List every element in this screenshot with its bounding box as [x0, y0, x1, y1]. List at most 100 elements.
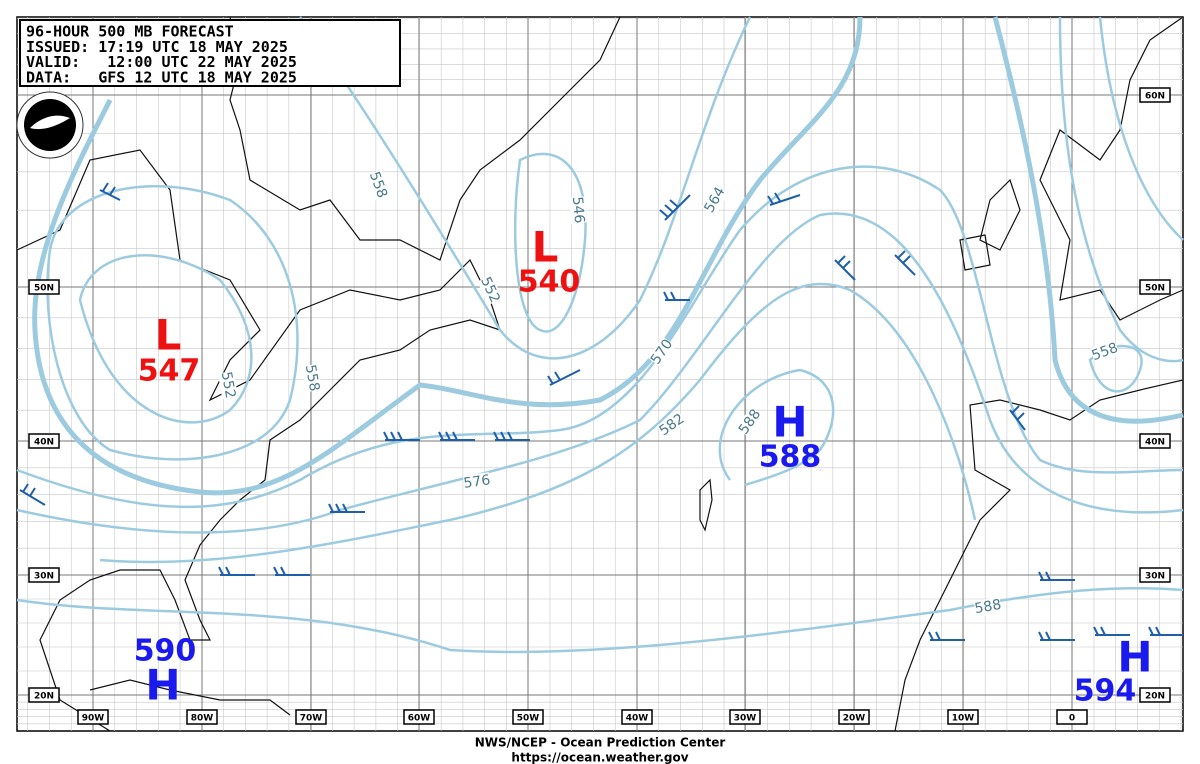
- coastlines: [16, 16, 1184, 732]
- lon-label-box: [512, 709, 544, 725]
- lat-label: 40N: [1145, 438, 1165, 448]
- wind-barb: [1038, 571, 1075, 581]
- header-line: VALID: 12:00 UTC 22 MAY 2025: [26, 53, 297, 71]
- wind-barb: [834, 255, 856, 281]
- lat-label: 60N: [1145, 92, 1165, 102]
- contour-label-bg: [1090, 340, 1120, 364]
- contour: [1058, 16, 1184, 363]
- coastline: [1039, 16, 1184, 321]
- lat-label-box: [1139, 87, 1171, 103]
- wind-barbs: [19, 182, 1183, 641]
- coastline: [959, 234, 991, 271]
- coastline: [979, 178, 1021, 251]
- lon-label-box: [838, 709, 870, 725]
- wind-barb: [1038, 631, 1075, 641]
- contour-label-bg: [735, 406, 765, 438]
- contour-564: [32, 16, 863, 496]
- contour-label: 576: [463, 472, 492, 492]
- center-letter: H: [772, 398, 807, 447]
- wind-barb: [928, 631, 965, 641]
- lon-label: 50W: [517, 714, 540, 724]
- lat-label: 50N: [34, 284, 54, 294]
- lon-label: 30W: [734, 714, 757, 724]
- lat-label: 30N: [34, 572, 54, 582]
- lon-label: 40W: [626, 714, 649, 724]
- lat-label-box: [28, 687, 60, 703]
- center-value: 540: [518, 265, 581, 300]
- contour: [16, 586, 1184, 654]
- lat-label-box: [28, 279, 60, 295]
- center-value: 590: [134, 634, 197, 669]
- footer-url: https://ocean.weather.gov: [511, 751, 688, 764]
- labels: 60N 50N 50N 40N 40N 30N 30N 20N 20N 90W 80W 70W 60W 5…: [28, 87, 1171, 725]
- wind-barb: [547, 369, 581, 386]
- wind-barb: [659, 194, 691, 221]
- wind-barb: [383, 431, 420, 441]
- noaa-logo: [16, 91, 84, 159]
- contour: [16, 165, 1184, 509]
- contour-label-bg: [568, 196, 588, 224]
- coastline: [16, 149, 501, 732]
- lon-label-box: [947, 709, 979, 725]
- contour-label: 546: [569, 196, 587, 224]
- wind-barb: [19, 483, 46, 506]
- header-line: 96-HOUR 500 MB FORECAST: [26, 23, 234, 41]
- contour-label-bg: [301, 363, 323, 393]
- lat-label: 40N: [34, 438, 54, 448]
- wind-barb: [1009, 405, 1026, 431]
- contour-label-bg: [656, 410, 688, 440]
- contour: [16, 212, 1184, 534]
- coastline: [699, 478, 713, 532]
- center-letter: L: [155, 311, 182, 360]
- lon-label-box: [77, 709, 109, 725]
- lat-label-box: [1139, 687, 1171, 703]
- contour-label-bg: [463, 472, 491, 492]
- wind-barb: [273, 566, 310, 576]
- coastline: [229, 16, 621, 261]
- lon-label-box: [295, 709, 327, 725]
- contour-label: 588: [973, 597, 1002, 617]
- contour-label-bg: [647, 336, 677, 368]
- lon-label-box: [186, 709, 218, 725]
- coastline: [894, 379, 1184, 732]
- center-value: 547: [138, 354, 201, 389]
- wind-barb: [663, 291, 690, 301]
- contour: [513, 152, 587, 333]
- header-line: DATA: GFS 12 UTC 18 MAY 2025: [26, 68, 297, 86]
- contour-label: 558: [302, 363, 322, 392]
- lat-label: 50N: [1145, 284, 1165, 294]
- lon-label: 0: [1069, 714, 1075, 724]
- lat-label: 20N: [34, 692, 54, 702]
- wind-barb: [493, 431, 530, 441]
- header-box: [19, 19, 401, 87]
- contour-label: 552: [218, 370, 238, 399]
- lat-label: 20N: [1145, 692, 1165, 702]
- center-value: 594: [1074, 674, 1137, 709]
- lat-label-box: [1139, 279, 1171, 295]
- contour-label-bg: [217, 370, 239, 400]
- lat-label-box: [28, 433, 60, 449]
- contour-label-bg: [701, 184, 729, 216]
- contour: [99, 282, 977, 564]
- contour-564: [992, 16, 1184, 424]
- lon-label: 10W: [952, 714, 975, 724]
- lon-label-box: [403, 709, 435, 725]
- wind-barb: [1093, 626, 1130, 636]
- contour-label-bg: [973, 596, 1003, 618]
- lat-label-box: [28, 567, 60, 583]
- contour: [1098, 16, 1184, 241]
- wind-barb: [218, 566, 255, 576]
- contour: [718, 368, 835, 487]
- center-value: 588: [759, 440, 822, 475]
- wind-barb: [328, 503, 365, 513]
- lon-label: 90W: [82, 714, 105, 724]
- lat-label-box: [1139, 433, 1171, 449]
- contours: [16, 16, 1184, 654]
- center-letter: H: [145, 661, 180, 710]
- lat-label: 30N: [1145, 572, 1165, 582]
- lon-label: 80W: [191, 714, 214, 724]
- lon-label: 20W: [843, 714, 866, 724]
